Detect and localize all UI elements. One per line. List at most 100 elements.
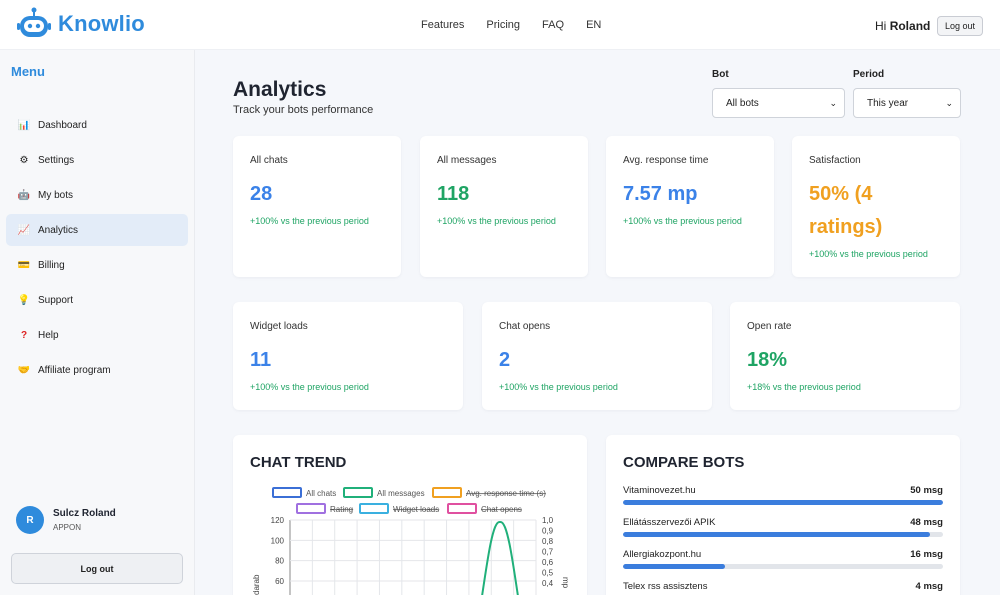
stat-delta: +100% vs the previous period: [499, 382, 618, 392]
nav-pricing-link[interactable]: Pricing: [486, 19, 521, 31]
sidebar-item-settings[interactable]: ⚙ Settings: [6, 144, 188, 176]
legend-label: All chats: [306, 489, 336, 498]
compare-row: Ellátásszervezői APIK 48 msg: [623, 517, 943, 537]
sidebar-menu: 📊 Dashboard ⚙ Settings 🤖 My bots 📈 Analy…: [6, 109, 188, 389]
stat-label: All chats: [250, 155, 288, 166]
y-tick-label: 60: [275, 577, 284, 586]
legend-swatch: [296, 503, 326, 514]
sidebar-item-help[interactable]: ? Help: [6, 319, 188, 351]
sidebar: Menu 📊 Dashboard ⚙ Settings 🤖 My bots 📈 …: [0, 50, 195, 595]
bot-select[interactable]: All bots ⌄: [712, 88, 845, 118]
robot-icon: 🤖: [17, 189, 31, 201]
legend-swatch: [447, 503, 477, 514]
stat-delta: +100% vs the previous period: [437, 216, 556, 226]
stat-value: 28: [250, 183, 273, 205]
compare-bot-name: Vitaminovezet.hu: [623, 485, 696, 496]
credit-card-icon: 💳: [17, 259, 31, 271]
nav-faq-link[interactable]: FAQ: [542, 19, 565, 31]
stat-label: All messages: [437, 155, 497, 166]
compare-bot-value: 4 msg: [915, 581, 943, 592]
sidebar-item-analytics[interactable]: 📈 Analytics: [6, 214, 188, 246]
stat-card-open-rate: Open rate 18% +18% vs the previous perio…: [730, 302, 960, 410]
legend-label: All messages: [377, 489, 425, 498]
period-filter-label: Period: [853, 69, 885, 80]
bot-select-value: All bots: [726, 97, 759, 109]
stat-label: Open rate: [747, 321, 792, 332]
user-org: APPON: [53, 523, 82, 532]
logout-button-top[interactable]: Log out: [937, 16, 983, 36]
sidebar-item-affiliate[interactable]: 🤝 Affiliate program: [6, 354, 188, 386]
sidebar-item-dashboard[interactable]: 📊 Dashboard: [6, 109, 188, 141]
stat-value: 18%: [747, 349, 788, 371]
compare-row: Allergiakozpont.hu 16 msg: [623, 549, 943, 569]
page-subtitle: Track your bots performance: [233, 104, 374, 116]
y2-tick-label: 0,7: [542, 548, 554, 557]
trend-icon: 📈: [17, 224, 31, 236]
compare-bots-title: COMPARE BOTS: [623, 454, 745, 471]
stat-label: Avg. response time: [623, 155, 709, 166]
language-switch[interactable]: EN: [586, 19, 602, 31]
compare-bots-panel: COMPARE BOTS Vitaminovezet.hu 50 msg Ell…: [606, 435, 960, 595]
compare-bot-name: Telex rss assisztens: [623, 581, 708, 592]
legend-label: Chat opens: [481, 505, 522, 514]
user-name: Sulcz Roland: [53, 508, 116, 519]
logout-button-sidebar[interactable]: Log out: [11, 553, 183, 584]
lightbulb-icon: 💡: [17, 294, 31, 306]
user-profile[interactable]: R Sulcz Roland APPON: [16, 506, 116, 534]
y2-tick-label: 0,6: [542, 558, 554, 567]
compare-bot-value: 16 msg: [910, 549, 943, 560]
sidebar-item-label: Analytics: [38, 224, 79, 236]
nav-features-link[interactable]: Features: [421, 19, 465, 31]
stat-card-all-messages: All messages 118 +100% vs the previous p…: [420, 136, 588, 277]
stat-card-widget-loads: Widget loads 11 +100% vs the previous pe…: [233, 302, 463, 410]
top-nav: Features Pricing FAQ EN: [421, 19, 601, 31]
y2-tick-label: 1,0: [542, 516, 554, 525]
period-select[interactable]: This year ⌄: [853, 88, 961, 118]
brand-logo[interactable]: Knowlio: [16, 6, 145, 42]
sidebar-item-label: My bots: [38, 189, 74, 201]
legend-swatch: [432, 487, 462, 498]
sidebar-item-my-bots[interactable]: 🤖 My bots: [6, 179, 188, 211]
compare-row: Vitaminovezet.hu 50 msg: [623, 485, 943, 505]
compare-bar-track: [623, 500, 943, 505]
stat-delta: +100% vs the previous period: [809, 249, 928, 259]
compare-bot-name: Allergiakozpont.hu: [623, 549, 702, 560]
legend-swatch: [359, 503, 389, 514]
y2-tick-label: 0,9: [542, 527, 554, 536]
y2-tick-label: 0,8: [542, 537, 554, 546]
compare-bot-name: Ellátásszervezői APIK: [623, 517, 716, 528]
bar-chart-icon: 📊: [17, 119, 31, 131]
compare-bar-track: [623, 532, 943, 537]
sidebar-item-billing[interactable]: 💳 Billing: [6, 249, 188, 281]
stat-delta: +100% vs the previous period: [250, 382, 369, 392]
y-tick-label: 100: [271, 536, 285, 545]
compare-bar-fill: [623, 532, 931, 537]
stat-card-avg-response-time: Avg. response time 7.57 mp +100% vs the …: [606, 136, 774, 277]
compare-bot-value: 50 msg: [910, 485, 943, 496]
brand-name: Knowlio: [58, 11, 145, 36]
y2-axis-label: mp: [561, 577, 570, 589]
handshake-icon: 🤝: [17, 364, 31, 376]
question-icon: ?: [20, 329, 28, 341]
legend-label: Widget loads: [393, 505, 439, 514]
legend-label: Rating: [330, 505, 353, 514]
stat-delta: +100% vs the previous period: [623, 216, 742, 226]
robot-logo-icon: [17, 7, 51, 37]
chat-trend-panel: CHAT TREND All chats All messages Avg. res…: [233, 435, 587, 595]
chat-trend-title: CHAT TREND: [250, 454, 347, 471]
bot-filter-label: Bot: [712, 69, 729, 80]
y2-tick-label: 0,5: [542, 569, 554, 578]
page-title: Analytics: [233, 78, 327, 101]
stat-value: 2: [499, 349, 511, 371]
stat-value: 7.57 mp: [623, 183, 698, 205]
legend-label: Avg. response time (s): [466, 489, 546, 498]
y-axis-label: darab: [252, 574, 261, 595]
stat-label: Widget loads: [250, 321, 308, 332]
compare-bot-value: 48 msg: [910, 517, 943, 528]
sidebar-item-label: Settings: [38, 154, 75, 166]
chevron-down-icon: ⌄: [945, 98, 953, 108]
compare-bar-fill: [623, 564, 726, 569]
sidebar-item-support[interactable]: 💡 Support: [6, 284, 188, 316]
stat-delta: +100% vs the previous period: [250, 216, 369, 226]
gear-icon: ⚙: [19, 154, 29, 166]
